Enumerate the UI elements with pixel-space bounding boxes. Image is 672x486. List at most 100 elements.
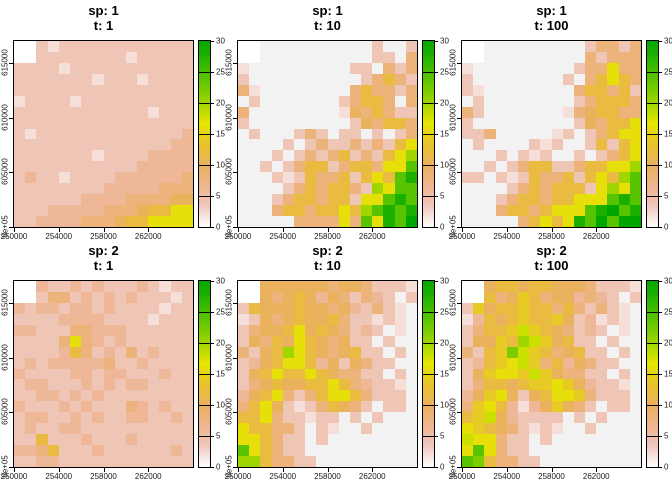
heatmap-cell	[562, 128, 574, 140]
heatmap-cell	[506, 183, 518, 195]
heatmap-cell	[58, 302, 70, 314]
heatmap-cell	[585, 324, 597, 336]
heatmap-cell	[282, 139, 294, 151]
heatmap-cell	[327, 84, 339, 96]
color-key-tick	[659, 343, 662, 344]
heatmap-cell	[25, 302, 37, 314]
heatmap-cell	[349, 51, 362, 63]
heatmap-cell	[293, 434, 306, 446]
heatmap-cell	[148, 172, 160, 184]
heatmap-cell	[238, 445, 250, 457]
heatmap-cell	[271, 117, 283, 129]
heatmap-cell	[573, 51, 586, 63]
heatmap-cell	[148, 335, 160, 347]
heatmap-cell	[573, 117, 586, 129]
heatmap-cell	[629, 456, 641, 467]
x-axis-tick-label: 258000	[90, 472, 117, 481]
heatmap-cell	[338, 390, 350, 402]
heatmap-cell	[506, 128, 518, 140]
color-key-label: 30	[440, 36, 449, 46]
heatmap-cell	[282, 390, 294, 402]
heatmap-cell	[148, 84, 160, 96]
heatmap-cell	[305, 281, 317, 292]
heatmap-cell	[405, 216, 417, 227]
heatmap-cell	[81, 41, 93, 52]
heatmap-cell	[148, 150, 160, 162]
heatmap-cell	[551, 95, 563, 107]
heatmap-cell	[484, 302, 496, 314]
heatmap-cell	[305, 95, 317, 107]
heatmap-cell	[327, 62, 339, 74]
heatmap-cell	[585, 139, 597, 151]
heatmap-cell	[596, 357, 608, 369]
heatmap-cell	[462, 183, 474, 195]
heatmap-cell	[293, 51, 306, 63]
color-key-tick	[211, 72, 214, 73]
heatmap-cell	[462, 445, 474, 457]
heatmap-cell	[305, 172, 317, 184]
heatmap-cell	[58, 456, 70, 467]
heatmap-cell	[506, 379, 518, 391]
heatmap-cell	[473, 139, 485, 151]
heatmap-cell	[495, 161, 507, 173]
heatmap-cell	[282, 183, 294, 195]
heatmap-cell	[372, 41, 384, 52]
heatmap-cell	[305, 41, 317, 52]
heatmap-cell	[495, 434, 507, 446]
heatmap-cell	[405, 379, 417, 391]
heatmap-cell	[473, 281, 485, 292]
heatmap-cell	[585, 281, 597, 292]
heatmap-cell	[92, 139, 104, 151]
heatmap-cell	[58, 281, 70, 292]
heatmap-cell	[338, 445, 350, 457]
heatmap-cell	[125, 379, 138, 391]
heatmap-cell	[103, 346, 115, 358]
heatmap-cell	[36, 161, 48, 173]
color-key-label: 0	[216, 462, 221, 472]
heatmap-cell	[125, 216, 138, 227]
heatmap-cell	[92, 313, 104, 325]
heatmap-cell	[383, 335, 395, 347]
heatmap-cell	[170, 291, 182, 303]
heatmap-cell	[92, 172, 104, 184]
heatmap-cell	[361, 291, 373, 303]
heatmap-cell	[349, 434, 362, 446]
heatmap-cell	[596, 128, 608, 140]
heatmap-cell	[529, 291, 541, 303]
heatmap-cell	[103, 106, 115, 118]
color-key-tick	[659, 165, 662, 166]
heatmap-cell	[260, 434, 272, 446]
color-key-tick	[435, 165, 438, 166]
heatmap-cell	[25, 128, 37, 140]
heatmap-cell	[551, 172, 563, 184]
heatmap-cell	[249, 281, 261, 292]
heatmap-cell	[607, 139, 619, 151]
heatmap-cell	[316, 357, 328, 369]
x-axis-tick	[58, 228, 60, 232]
color-key-label: 15	[664, 129, 672, 139]
heatmap-cell	[249, 346, 261, 358]
heatmap-cell	[517, 423, 530, 435]
heatmap-cell	[25, 291, 37, 303]
heatmap-cell	[47, 390, 59, 402]
heatmap-cell	[394, 128, 406, 140]
heatmap-cell	[25, 216, 37, 227]
heatmap-cell	[103, 51, 115, 63]
heatmap-cell	[473, 357, 485, 369]
panel-sp1-t100: sp: 1 t: 100 250000 254000 258000 262000 6e+05…	[448, 0, 672, 241]
x-axis-tick-label: 254000	[269, 232, 297, 241]
heatmap-cell	[260, 412, 272, 424]
color-key-tick-line	[199, 312, 210, 313]
heatmap-cell	[103, 368, 115, 380]
heatmap-cell	[551, 291, 563, 303]
heatmap-cell	[372, 412, 384, 424]
heatmap-cell	[282, 172, 294, 184]
y-axis-tick	[233, 302, 237, 304]
color-key-label: 25	[216, 67, 225, 77]
heatmap-cell	[316, 183, 328, 195]
heatmap-cell	[562, 84, 574, 96]
heatmap-cell	[372, 73, 384, 85]
heatmap-cell	[14, 401, 26, 413]
panel-title-sp: sp: 1	[88, 3, 119, 18]
heatmap-cell	[484, 139, 496, 151]
